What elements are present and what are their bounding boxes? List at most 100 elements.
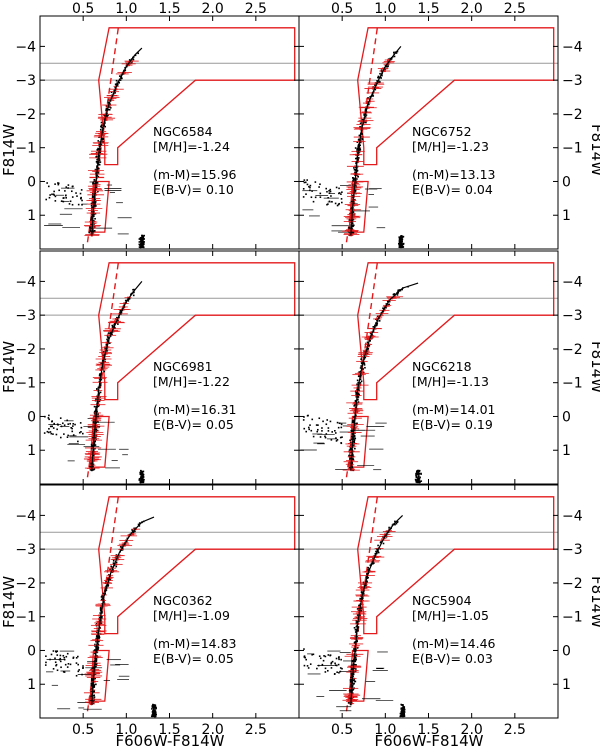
selected-star: [91, 672, 94, 675]
star-point: [354, 660, 357, 663]
star-point: [56, 669, 59, 672]
selected-star: [111, 97, 114, 100]
selected-star: [349, 459, 352, 462]
selected-star: [357, 610, 360, 613]
star-point: [63, 671, 66, 673]
star-point: [127, 300, 130, 302]
star-point: [100, 619, 102, 622]
star-point: [51, 420, 53, 422]
selected-star: [92, 662, 95, 665]
selected-star: [92, 664, 95, 667]
star-point: [356, 169, 359, 172]
star-point: [352, 649, 355, 652]
star-point: [308, 185, 310, 188]
star-point: [363, 361, 365, 364]
star-point: [96, 158, 98, 161]
star-point: [400, 238, 403, 241]
star-point: [364, 366, 366, 369]
star-point: [324, 435, 326, 438]
selected-star: [95, 152, 98, 155]
star-point: [47, 185, 50, 188]
selected-star: [348, 699, 351, 702]
star-point: [399, 240, 402, 242]
star-point: [353, 438, 355, 440]
star-point: [101, 137, 103, 140]
star-point: [111, 333, 113, 336]
star-point: [309, 186, 311, 189]
selected-star: [359, 615, 362, 618]
selected-star: [115, 563, 118, 566]
star-point: [353, 168, 356, 171]
star-point: [340, 193, 342, 195]
selected-star: [105, 117, 108, 120]
selected-star: [92, 222, 95, 225]
star-point: [104, 347, 106, 350]
selected-star: [381, 539, 384, 542]
star-point: [352, 185, 355, 188]
star-point: [419, 476, 421, 479]
star-point: [138, 478, 141, 480]
star-point: [93, 694, 96, 697]
x-tick-label: 0.5: [331, 1, 353, 17]
star-point: [357, 626, 360, 628]
star-point: [57, 183, 60, 186]
star-point: [63, 424, 66, 426]
star-point: [50, 432, 53, 435]
star-point: [114, 92, 117, 94]
star-point: [77, 670, 80, 673]
star-point: [101, 612, 103, 614]
star-point: [100, 608, 102, 611]
selected-star: [350, 213, 353, 216]
star-point: [303, 416, 305, 418]
selected-star: [372, 555, 375, 558]
star-point: [95, 398, 97, 401]
guide-line: [345, 261, 379, 478]
star-point: [337, 663, 340, 666]
star-point: [359, 148, 362, 151]
star-point: [140, 477, 142, 480]
star-point: [400, 245, 403, 248]
selected-star: [348, 220, 351, 223]
star-point: [359, 122, 362, 125]
star-point: [94, 198, 97, 201]
star-point: [328, 192, 331, 195]
star-point: [95, 683, 97, 686]
star-point: [138, 241, 141, 243]
star-point: [140, 475, 143, 477]
star-point: [318, 186, 320, 188]
selected-star: [383, 70, 386, 73]
star-point: [81, 203, 83, 206]
star-point: [376, 322, 379, 324]
star-point: [90, 684, 93, 687]
star-point: [95, 422, 97, 424]
star-point: [98, 163, 101, 166]
star-point: [327, 430, 330, 432]
star-point: [353, 680, 356, 682]
star-point: [67, 184, 70, 186]
star-point: [74, 423, 76, 426]
selected-star: [92, 456, 95, 459]
star-point: [335, 186, 338, 189]
star-point: [93, 444, 96, 447]
star-point: [315, 424, 318, 426]
star-point: [309, 663, 312, 665]
star-point: [152, 704, 155, 706]
star-point: [415, 480, 418, 482]
star-point: [56, 423, 59, 426]
star-point: [94, 409, 97, 412]
selected-star: [362, 123, 365, 126]
selected-star: [103, 363, 106, 366]
selected-stars: [84, 60, 139, 237]
star-point: [95, 660, 98, 663]
star-point: [103, 370, 106, 373]
distance-modulus-label: (m-M)=16.31: [153, 402, 236, 417]
cluster-name: NGC5904: [412, 593, 472, 608]
star-point: [385, 306, 387, 309]
selected-star: [97, 399, 100, 402]
selected-star: [351, 655, 354, 658]
star-point: [352, 688, 355, 690]
selected-star: [90, 691, 93, 694]
star-point: [350, 448, 353, 450]
selected-star: [109, 329, 112, 332]
star-point: [369, 332, 372, 335]
